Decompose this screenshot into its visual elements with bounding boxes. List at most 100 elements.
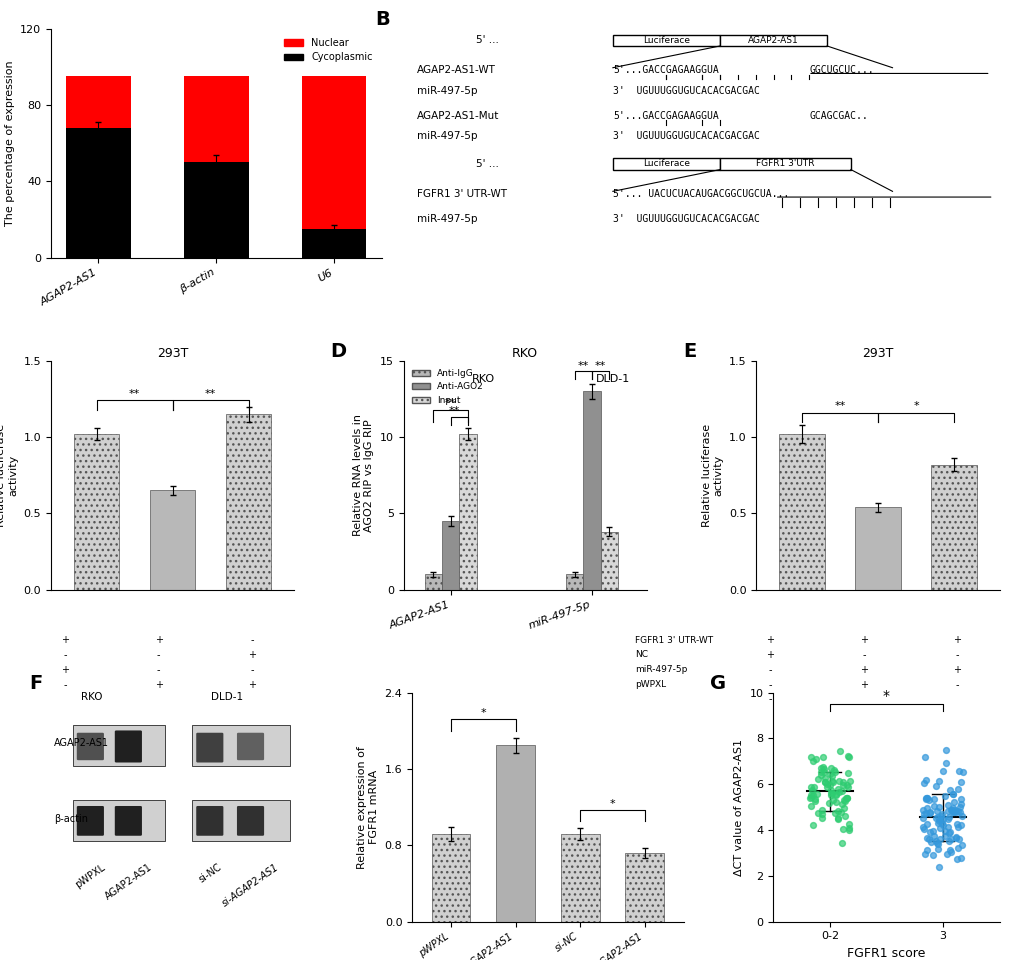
Bar [66,77,130,128]
Point [940,834,956,850]
Text: +: + [61,664,69,675]
Text: DLD-1: DLD-1 [211,692,244,702]
Point [839,749,855,764]
Point [953,775,969,790]
Point [813,810,829,826]
Point [802,787,818,803]
Text: +: + [859,635,867,645]
Text: FGFR1 3' UTR-WT: FGFR1 3' UTR-WT [416,188,506,199]
Point [826,786,843,802]
Point [830,784,847,800]
Point [921,804,937,820]
Point [946,794,962,809]
Point [943,831,959,847]
Point [915,806,931,822]
Point [929,813,946,828]
Point [925,791,942,806]
Text: -: - [768,694,771,705]
Text: si-NC: si-NC [197,862,223,885]
Point [920,792,936,807]
Point [937,846,954,861]
Point [839,780,855,795]
Text: DLD-1: DLD-1 [595,373,629,384]
Point [833,796,849,811]
Bar [566,574,583,589]
Point [930,774,947,789]
Text: *: * [609,799,614,809]
FancyBboxPatch shape [196,806,223,836]
FancyBboxPatch shape [719,35,826,46]
FancyBboxPatch shape [236,732,264,760]
Point [808,771,824,786]
Text: +: + [953,635,961,645]
Point [818,780,835,795]
Point [936,742,953,757]
Point [836,800,852,815]
Point [924,824,941,839]
Point [951,763,967,779]
Point [929,836,946,852]
X-axis label: FGFR1 score: FGFR1 score [847,947,925,960]
Text: AGAP2-AS1-WT: AGAP2-AS1-WT [416,65,495,75]
Point [948,852,964,867]
Point [827,787,844,803]
Point [937,756,954,771]
Point [812,768,828,783]
Point [938,819,955,834]
Text: *: * [882,689,890,703]
FancyBboxPatch shape [612,35,719,46]
Text: 5'... UACUCUACAUGACGGCUGCUA...: 5'... UACUCUACAUGACGGCUGCUA... [612,188,789,199]
Point [822,774,839,789]
Text: miR-497-5p: miR-497-5p [634,665,687,674]
Text: -: - [157,664,160,675]
Bar [183,162,249,257]
Point [949,840,965,855]
Point [804,787,820,803]
Point [834,777,850,792]
Text: pWPXL: pWPXL [634,681,665,689]
Point [840,822,856,837]
Bar [425,574,441,589]
Point [840,821,856,836]
Point [930,821,947,836]
Point [926,778,943,793]
Text: 3'  UGUUUGGUGUCACACGACGAC: 3' UGUUUGGUGUCACACGACGAC [612,132,759,141]
Bar [625,852,663,922]
Point [806,791,822,806]
Bar [600,532,618,589]
Point [830,774,847,789]
Point [952,791,968,806]
Point [914,811,930,827]
Bar [441,521,459,589]
FancyBboxPatch shape [196,732,223,762]
Point [949,820,965,835]
Point [824,762,841,778]
Point [926,810,943,826]
Text: NC: NC [634,651,647,660]
Point [836,808,852,824]
Point [915,749,931,764]
Text: G: G [709,674,726,693]
Text: **: ** [594,361,605,371]
Point [823,792,840,807]
Point [830,743,847,758]
FancyBboxPatch shape [236,806,264,836]
Point [932,808,949,824]
FancyBboxPatch shape [76,732,104,760]
Point [948,829,964,845]
Point [949,781,965,797]
Point [816,774,833,789]
Point [951,799,967,814]
Bar [73,434,119,589]
Bar [66,128,130,257]
Point [824,775,841,790]
Legend: Anti-IgG, Anti-AGO2, Input: Anti-IgG, Anti-AGO2, Input [408,365,487,409]
Point [840,765,856,780]
Point [925,798,942,813]
Text: -: - [768,664,771,675]
Point [917,790,933,805]
Text: AGAP2-AS1: AGAP2-AS1 [54,738,109,748]
Point [935,824,952,839]
Point [802,789,818,804]
Point [834,783,850,799]
